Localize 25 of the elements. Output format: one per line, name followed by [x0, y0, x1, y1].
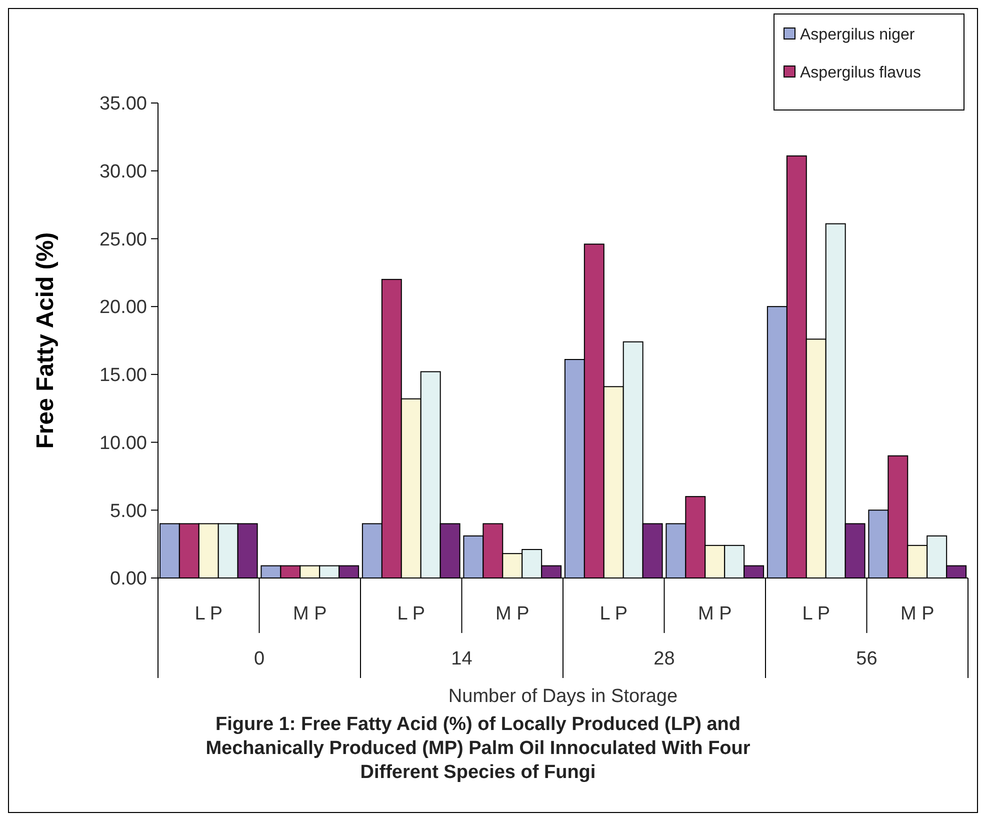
x-tick-label: M P	[495, 604, 530, 625]
y-tick-label: 25.00	[99, 229, 147, 250]
caption: Figure 1: Free Fatty Acid (%) of Locally Produced (LP) and Mechanically Produced (MP) Palm Oil Innoculated With Four Different Species of Fungi	[206, 714, 751, 783]
text: 56	[856, 648, 878, 670]
y-tick-label: 35.00	[99, 94, 147, 115]
text: 0	[254, 648, 265, 670]
y-tick-label: 10.00	[99, 432, 147, 454]
x-tick-label: M P	[900, 604, 934, 625]
x-tick-label: L P	[194, 604, 223, 625]
y-axis-title: Free Fatty Acid (%)	[32, 232, 59, 449]
x-tick-label: M P	[698, 604, 732, 625]
y-tick-label: 30.00	[99, 162, 147, 183]
x-tick-label: L P	[397, 604, 426, 625]
text: 28	[654, 648, 675, 670]
legend-label: Aspergilus niger	[800, 26, 916, 44]
x-tick-label: M P	[292, 604, 327, 625]
x-tick-label: L P	[600, 604, 628, 625]
y-tick-label: 15.00	[99, 365, 147, 386]
x-tick-label: L P	[802, 604, 830, 625]
y-tick-label: 5.00	[110, 500, 147, 522]
y-tick-label: 0.00	[110, 568, 147, 590]
text: 14	[451, 648, 473, 670]
y-tick-label: 20.00	[99, 297, 147, 318]
legend-label: Aspergilus flavus	[800, 64, 921, 82]
x-axis-title: Number of Days in Storage	[448, 686, 678, 707]
